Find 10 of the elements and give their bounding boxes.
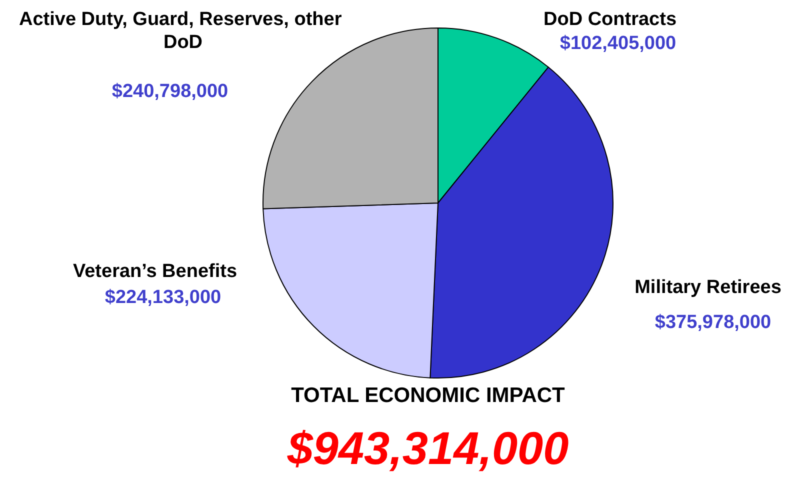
slice-label: Active Duty, Guard, Reserves, other DoD — [18, 9, 348, 53]
data-label: $224,133,000 — [104, 287, 222, 308]
slice-label: Veteran’s Benefits — [72, 261, 238, 282]
data-label: $102,405,000 — [560, 33, 676, 54]
data-label: $240,798,000 — [112, 81, 228, 102]
slice-label: Military Retirees — [634, 277, 782, 298]
slice-label: DoD Contracts — [543, 9, 677, 30]
text: $943,314,000 — [286, 422, 570, 474]
data-label: $375,978,000 — [654, 312, 772, 333]
text: TOTAL ECONOMIC IMPACT — [291, 384, 566, 407]
